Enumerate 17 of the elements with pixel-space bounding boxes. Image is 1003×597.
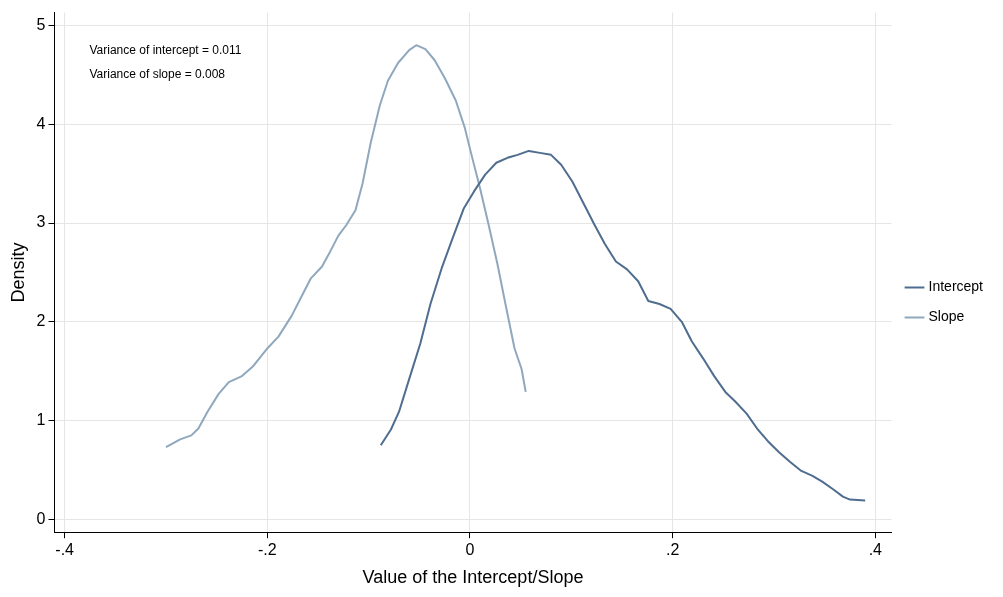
annotation: Variance of intercept = 0.011 bbox=[89, 42, 242, 57]
y-tick-label: 2 bbox=[36, 312, 46, 330]
y-tick-label: 4 bbox=[36, 114, 46, 132]
y-axis-title: Density bbox=[7, 242, 28, 303]
y-tick-label: 3 bbox=[36, 213, 46, 231]
y-tick-label: 5 bbox=[36, 15, 46, 33]
x-tick-label: .2 bbox=[665, 541, 680, 559]
x-tick-label: -.4 bbox=[55, 541, 75, 559]
legend-label: Slope bbox=[928, 308, 965, 325]
x-tick-label: .4 bbox=[868, 541, 883, 559]
x-axis-title: Value of the Intercept/Slope bbox=[362, 567, 584, 588]
x-tick-label: -.2 bbox=[257, 541, 277, 559]
legend-label: Intercept bbox=[928, 278, 984, 295]
x-tick-label: 0 bbox=[465, 541, 475, 559]
y-tick-label: 0 bbox=[36, 509, 46, 527]
annotation: Variance of slope = 0.008 bbox=[89, 66, 226, 81]
y-tick-label: 1 bbox=[36, 410, 46, 428]
